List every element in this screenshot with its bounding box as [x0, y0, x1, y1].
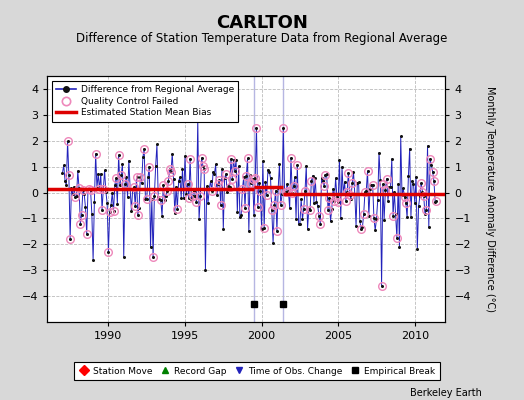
Text: CARLTON: CARLTON: [216, 14, 308, 32]
Legend: Difference from Regional Average, Quality Control Failed, Estimated Station Mean: Difference from Regional Average, Qualit…: [52, 80, 238, 122]
Text: Difference of Station Temperature Data from Regional Average: Difference of Station Temperature Data f…: [77, 32, 447, 45]
Text: Berkeley Earth: Berkeley Earth: [410, 388, 482, 398]
Legend: Station Move, Record Gap, Time of Obs. Change, Empirical Break: Station Move, Record Gap, Time of Obs. C…: [74, 362, 440, 380]
Y-axis label: Monthly Temperature Anomaly Difference (°C): Monthly Temperature Anomaly Difference (…: [485, 86, 495, 312]
